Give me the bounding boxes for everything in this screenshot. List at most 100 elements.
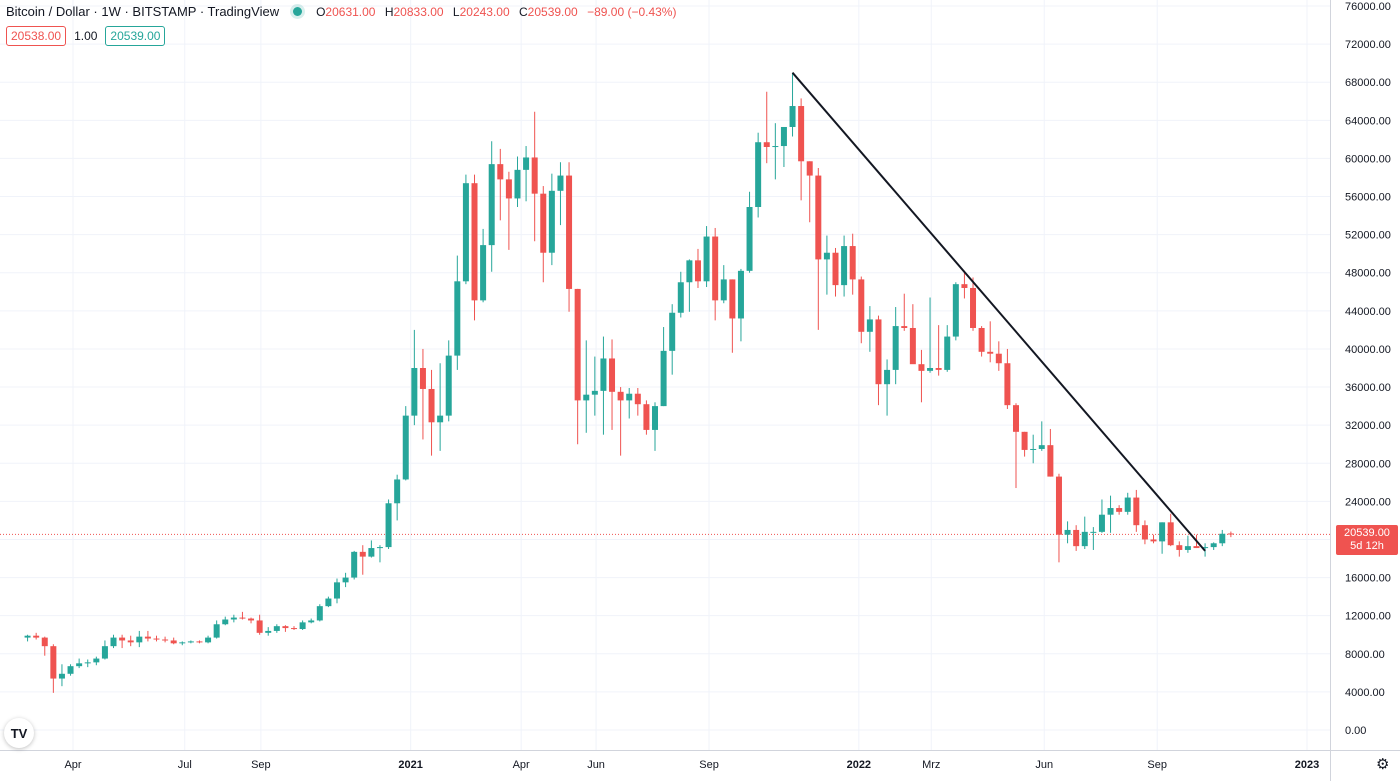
candle[interactable]: [488, 141, 495, 272]
candle[interactable]: [918, 349, 925, 403]
candle[interactable]: [901, 293, 908, 331]
candle[interactable]: [652, 402, 659, 451]
candle[interactable]: [402, 406, 409, 481]
candle[interactable]: [927, 297, 934, 373]
candle[interactable]: [1073, 525, 1080, 551]
candle[interactable]: [110, 634, 117, 649]
candle[interactable]: [806, 161, 813, 223]
candle[interactable]: [970, 277, 977, 331]
candle[interactable]: [729, 279, 736, 353]
candle[interactable]: [643, 400, 650, 435]
candle[interactable]: [1047, 428, 1054, 477]
candle[interactable]: [1141, 520, 1148, 545]
candle[interactable]: [24, 634, 31, 642]
candle[interactable]: [153, 635, 160, 642]
candle[interactable]: [76, 658, 83, 669]
candle[interactable]: [1219, 529, 1226, 547]
candle[interactable]: [617, 387, 624, 456]
candle[interactable]: [780, 126, 787, 167]
candle[interactable]: [205, 635, 212, 644]
candle[interactable]: [557, 162, 564, 226]
candle[interactable]: [660, 327, 667, 407]
candles[interactable]: [24, 72, 1234, 693]
candle[interactable]: [497, 148, 504, 221]
candle[interactable]: [1150, 534, 1157, 544]
candle[interactable]: [849, 233, 856, 295]
candle[interactable]: [892, 307, 899, 385]
candle[interactable]: [686, 259, 693, 312]
candle[interactable]: [265, 627, 272, 636]
candle[interactable]: [351, 550, 358, 580]
candle[interactable]: [480, 228, 487, 303]
candle[interactable]: [884, 359, 891, 416]
candle[interactable]: [789, 72, 796, 137]
candle[interactable]: [41, 636, 48, 656]
candle[interactable]: [282, 625, 289, 632]
symbol-title[interactable]: Bitcoin / Dollar · 1W · BITSTAMP · Tradi…: [6, 4, 280, 19]
trendline[interactable]: [791, 72, 1206, 552]
candle[interactable]: [1116, 505, 1123, 515]
candle[interactable]: [101, 640, 108, 660]
candle[interactable]: [127, 635, 134, 647]
y-axis-ticks[interactable]: 76000.00 72000.00 68000.00 64000.00 60000.00…: [1345, 1, 1391, 737]
candle[interactable]: [333, 578, 340, 604]
candle[interactable]: [248, 617, 255, 624]
candle[interactable]: [669, 304, 676, 375]
candle[interactable]: [196, 640, 203, 644]
candle[interactable]: [944, 325, 951, 372]
candle[interactable]: [437, 363, 444, 451]
candle[interactable]: [1030, 434, 1037, 464]
candle[interactable]: [1081, 516, 1088, 549]
candle[interactable]: [136, 630, 143, 648]
candle[interactable]: [798, 98, 805, 201]
candle[interactable]: [454, 255, 461, 370]
candle[interactable]: [978, 326, 985, 357]
candle[interactable]: [952, 282, 959, 341]
candle[interactable]: [1012, 403, 1019, 489]
candle[interactable]: [1133, 489, 1140, 532]
candle[interactable]: [677, 271, 684, 318]
candle[interactable]: [866, 306, 873, 352]
buy-price-button[interactable]: 20539.00: [105, 26, 166, 46]
gear-icon[interactable]: ⚙: [1376, 756, 1390, 773]
candle[interactable]: [1227, 531, 1234, 538]
candle[interactable]: [419, 348, 426, 440]
x-axis-ticks[interactable]: Apr Jul Sep 2021 Apr Jun Sep 2022 Mrz Jun Sep 2023: [64, 759, 1319, 771]
candle[interactable]: [995, 341, 1002, 371]
candle[interactable]: [256, 614, 263, 635]
candle[interactable]: [1064, 521, 1071, 544]
candle[interactable]: [368, 540, 375, 558]
candle[interactable]: [58, 664, 65, 687]
candle[interactable]: [935, 325, 942, 376]
candle[interactable]: [33, 632, 40, 640]
candle[interactable]: [67, 664, 74, 676]
candle[interactable]: [694, 248, 701, 288]
candle[interactable]: [634, 388, 641, 416]
candle[interactable]: [566, 162, 573, 312]
candle[interactable]: [1038, 421, 1045, 451]
candle[interactable]: [1176, 541, 1183, 557]
candle[interactable]: [763, 91, 770, 164]
candle[interactable]: [591, 356, 598, 416]
candle[interactable]: [325, 596, 332, 608]
candle[interactable]: [574, 288, 581, 445]
candle[interactable]: [428, 369, 435, 456]
candle[interactable]: [93, 656, 100, 666]
candle[interactable]: [1090, 527, 1097, 550]
candle[interactable]: [609, 339, 616, 430]
candle[interactable]: [316, 604, 323, 622]
candle[interactable]: [170, 637, 177, 645]
candle[interactable]: [540, 186, 547, 283]
candle[interactable]: [239, 611, 246, 620]
candle[interactable]: [746, 191, 753, 273]
candle[interactable]: [1159, 522, 1166, 554]
candle[interactable]: [1184, 535, 1191, 553]
candle[interactable]: [291, 626, 298, 630]
candle[interactable]: [1055, 473, 1062, 563]
candle[interactable]: [1167, 513, 1174, 547]
candle[interactable]: [342, 572, 349, 588]
candle[interactable]: [308, 618, 315, 624]
candle[interactable]: [815, 167, 822, 330]
candle[interactable]: [394, 474, 401, 521]
candle[interactable]: [273, 624, 280, 633]
